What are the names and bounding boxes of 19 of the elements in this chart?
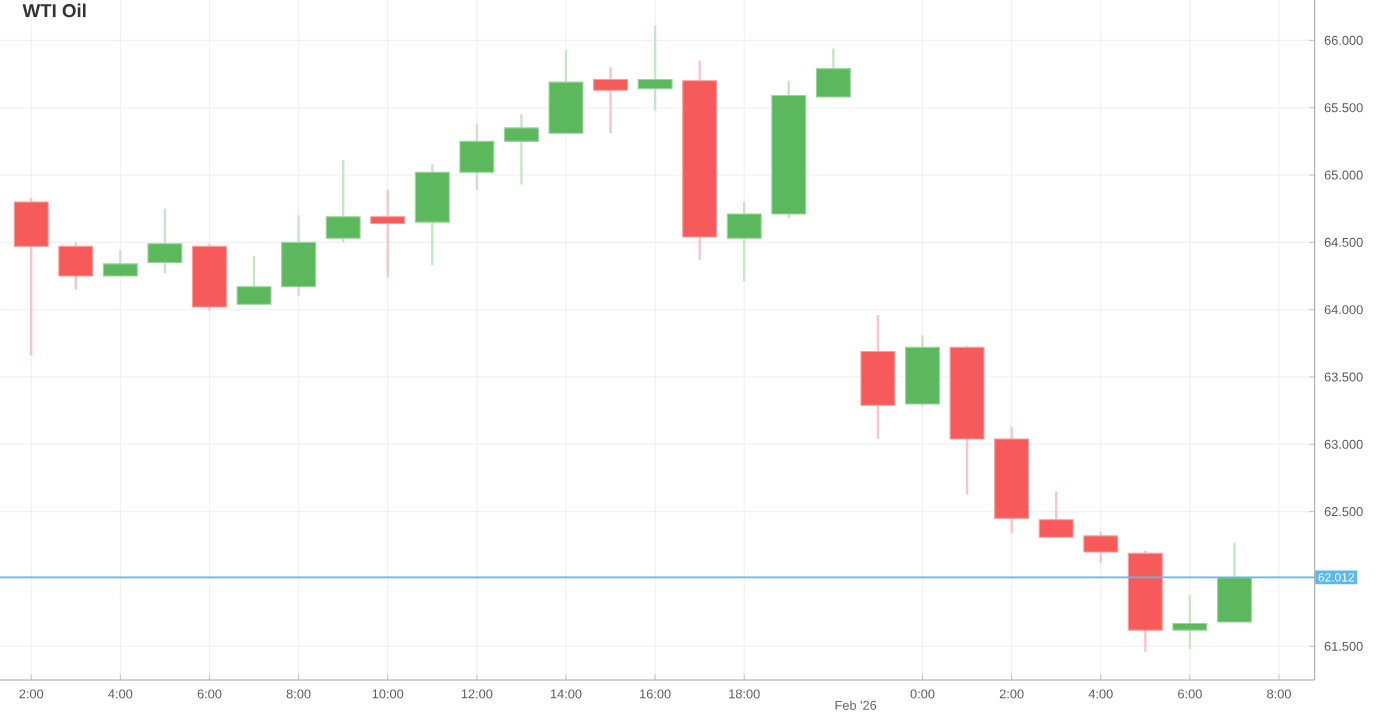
- candlestick: [459, 122, 495, 192]
- candlestick: [325, 159, 361, 244]
- candlestick: [593, 66, 629, 135]
- candlestick: [236, 254, 272, 306]
- candlestick: [815, 47, 851, 99]
- candlestick: [58, 241, 94, 291]
- candlestick: [637, 24, 673, 112]
- candlestick: [1172, 593, 1208, 651]
- candlestick: [147, 207, 183, 275]
- candlestick: [1083, 530, 1119, 565]
- candlestick: [503, 113, 539, 186]
- candlestick: [102, 249, 138, 278]
- candlestick: [281, 214, 317, 298]
- candlestick: [1038, 490, 1074, 539]
- candlestick: [1216, 541, 1252, 624]
- candlestick: [726, 200, 762, 283]
- candlestick: [370, 188, 406, 279]
- candlestick: [13, 196, 49, 357]
- chart-title: WTI Oil: [22, 3, 86, 18]
